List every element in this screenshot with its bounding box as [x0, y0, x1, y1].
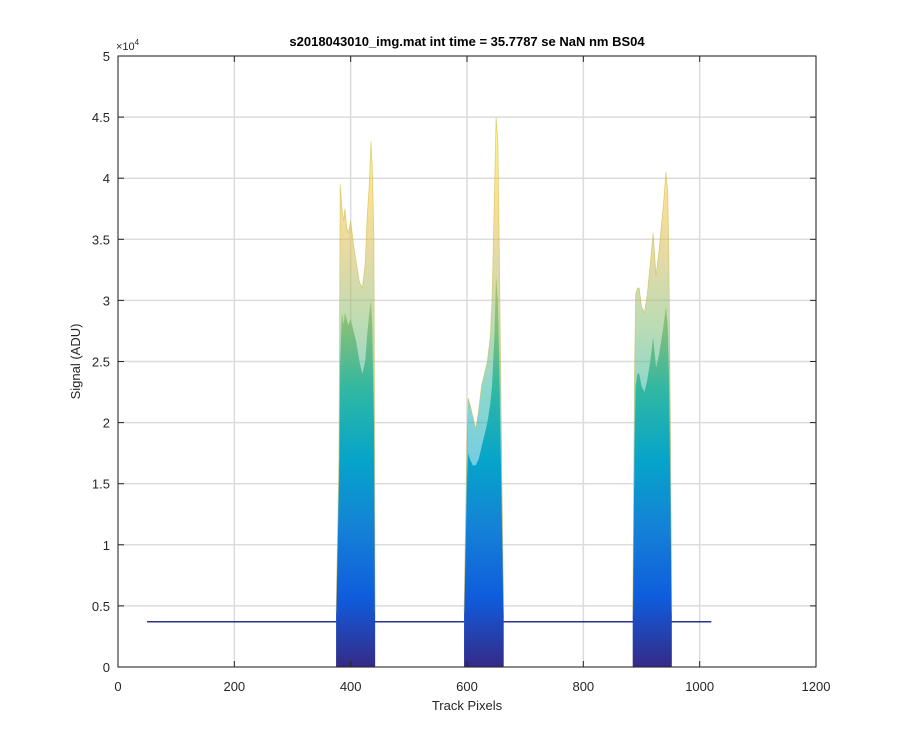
- y-axis-exponent: ×104: [116, 38, 140, 53]
- peak-outline: [632, 172, 673, 613]
- y-tick-label: 2.5: [92, 355, 110, 370]
- plot-series: [147, 117, 712, 668]
- peak-outline: [335, 141, 376, 613]
- x-axis-label: Track Pixels: [432, 698, 503, 713]
- y-tick-label: 1.5: [92, 477, 110, 492]
- chart-title: s2018043010_img.mat int time = 35.7787 s…: [289, 34, 645, 49]
- x-tick-label: 600: [456, 679, 478, 694]
- y-exponent-power: 4: [135, 38, 140, 47]
- signal-peak-1: [335, 141, 376, 668]
- y-tick-label: 0.5: [92, 599, 110, 614]
- x-tick-label: 800: [572, 679, 594, 694]
- y-tick-label: 4.5: [92, 110, 110, 125]
- x-tick-label: 400: [340, 679, 362, 694]
- x-tick-label: 1000: [685, 679, 714, 694]
- x-tick-label: 1200: [802, 679, 831, 694]
- peak-core: [336, 300, 376, 667]
- y-tick-label: 1: [103, 538, 110, 553]
- signal-peak-2: [463, 117, 505, 668]
- y-tick-label: 3.5: [92, 232, 110, 247]
- peak-outline: [463, 117, 505, 613]
- axis-ticks: 0 200 400 600 800 1000 1200 0 0.5 1 1.5 2 2.5 3 3.5 4 4.…: [92, 49, 831, 694]
- y-tick-label: 2: [103, 416, 110, 431]
- signal-peak-3: [632, 172, 673, 667]
- y-axis-label: Signal (ADU): [68, 324, 83, 400]
- y-tick-label: 5: [103, 49, 110, 64]
- y-tick-label: 4: [103, 171, 110, 186]
- y-exponent-base: ×10: [116, 41, 135, 53]
- peak-core: [464, 275, 504, 667]
- y-tick-label: 0: [103, 660, 110, 675]
- y-tick-label: 3: [103, 293, 110, 308]
- peak-core: [632, 306, 672, 667]
- x-tick-label: 0: [114, 679, 121, 694]
- x-tick-label: 200: [223, 679, 245, 694]
